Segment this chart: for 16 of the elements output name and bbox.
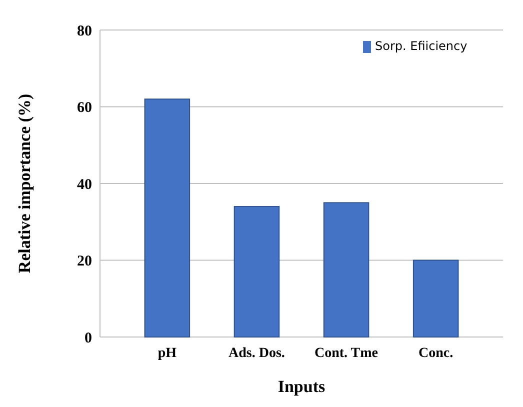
bar — [234, 206, 280, 338]
y-tick-label: 20 — [77, 254, 92, 270]
x-tick-label: Conc. — [418, 346, 454, 361]
x-axis-title: Inputs — [278, 377, 326, 396]
y-tick-label: 40 — [77, 176, 92, 193]
x-tick-label: Ads. Dos. — [228, 346, 285, 361]
x-tick-label: pH — [158, 346, 177, 361]
y-axis-title: Relative importance (%) — [15, 94, 34, 274]
x-tick-label: Cont. Tme — [314, 346, 378, 361]
y-tick-label: 60 — [77, 100, 92, 116]
bar — [144, 98, 190, 338]
bar — [412, 260, 459, 338]
y-tick-label: 80 — [77, 23, 92, 40]
y-tick-label: 0 — [84, 330, 92, 346]
legend-label: Sorp. Efiiciency — [375, 39, 468, 53]
bar — [323, 202, 370, 338]
